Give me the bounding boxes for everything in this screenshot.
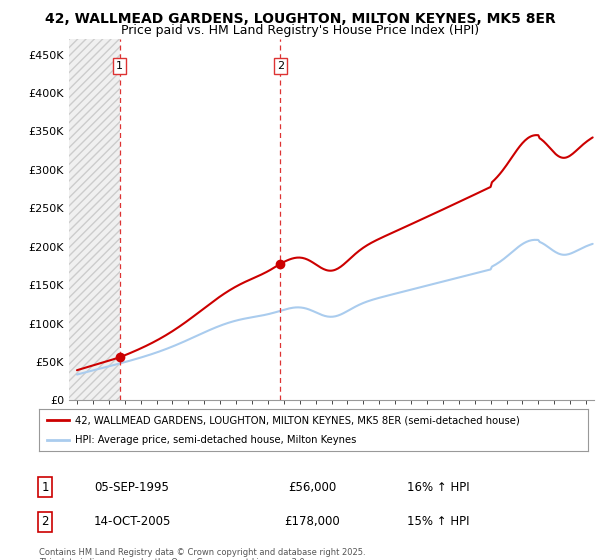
- Text: 16% ↑ HPI: 16% ↑ HPI: [407, 480, 469, 494]
- Text: 05-SEP-1995: 05-SEP-1995: [95, 480, 169, 494]
- Text: £56,000: £56,000: [288, 480, 336, 494]
- Text: 2: 2: [41, 515, 49, 529]
- Text: 14-OCT-2005: 14-OCT-2005: [94, 515, 170, 529]
- Text: £178,000: £178,000: [284, 515, 340, 529]
- Text: 1: 1: [116, 61, 123, 71]
- Text: 1: 1: [41, 480, 49, 494]
- Text: HPI: Average price, semi-detached house, Milton Keynes: HPI: Average price, semi-detached house,…: [74, 435, 356, 445]
- Text: 2: 2: [277, 61, 284, 71]
- Text: Price paid vs. HM Land Registry's House Price Index (HPI): Price paid vs. HM Land Registry's House …: [121, 24, 479, 37]
- Text: Contains HM Land Registry data © Crown copyright and database right 2025.
This d: Contains HM Land Registry data © Crown c…: [39, 548, 365, 560]
- Text: 42, WALLMEAD GARDENS, LOUGHTON, MILTON KEYNES, MK5 8ER: 42, WALLMEAD GARDENS, LOUGHTON, MILTON K…: [44, 12, 556, 26]
- Bar: [69, 39, 119, 400]
- Text: 42, WALLMEAD GARDENS, LOUGHTON, MILTON KEYNES, MK5 8ER (semi-detached house): 42, WALLMEAD GARDENS, LOUGHTON, MILTON K…: [74, 415, 520, 425]
- Text: 15% ↑ HPI: 15% ↑ HPI: [407, 515, 469, 529]
